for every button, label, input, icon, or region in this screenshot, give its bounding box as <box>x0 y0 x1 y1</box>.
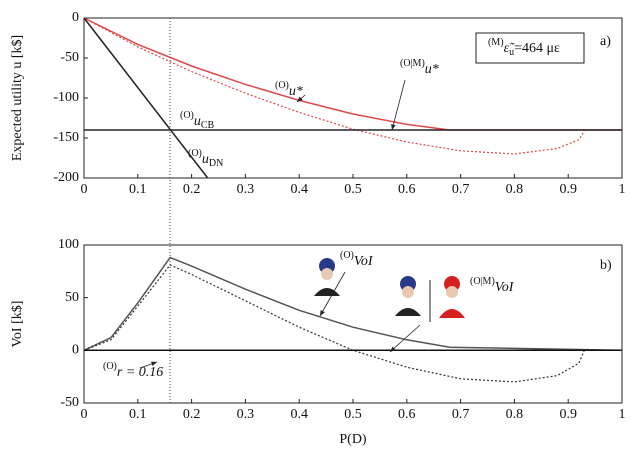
x-tick-label: 0.5 <box>344 407 362 422</box>
x-tick-label: 0 <box>81 407 88 422</box>
x-axis-label: P(D) <box>339 432 367 447</box>
y-axis-label: VoI [k$] <box>10 301 25 348</box>
annotation-subscript: CB <box>201 120 215 131</box>
annotation-prefix: (O) <box>180 110 194 121</box>
y-axis-label: Expected utility u [k$] <box>10 35 25 161</box>
x-tick-label: 0.6 <box>398 407 416 422</box>
x-tick-label: 0.1 <box>129 407 147 422</box>
x-tick-label: 0.1 <box>129 182 147 197</box>
y-tick-label: -150 <box>53 130 79 145</box>
x-tick-label: 0.2 <box>183 407 201 422</box>
face <box>402 286 414 298</box>
annotation: (O)uCB <box>180 110 215 131</box>
annotation-text: u <box>202 152 209 167</box>
x-tick-label: 0.3 <box>237 182 255 197</box>
y-tick-label: 0 <box>72 343 79 358</box>
face <box>321 268 333 280</box>
x-tick-label: 0 <box>81 182 88 197</box>
annotation-text: r = 0.16 <box>117 365 163 380</box>
x-tick-label: 0.4 <box>290 407 308 422</box>
chart: 00.10.20.30.40.50.60.70.80.910-50-100-15… <box>0 0 635 460</box>
annotation: (O|M)VoI <box>470 276 515 295</box>
x-tick-label: 0.7 <box>452 407 470 422</box>
annotation-prefix: (O) <box>103 361 117 372</box>
body <box>395 308 421 316</box>
x-tick-label: 0.8 <box>506 182 524 197</box>
arrow-head <box>320 310 325 316</box>
panel-label: b) <box>600 258 612 273</box>
people-icons <box>314 258 465 322</box>
annotation-prefix: (O) <box>340 250 354 261</box>
x-tick-label: 1 <box>619 182 626 197</box>
annotation: (O)u* <box>275 80 303 99</box>
x-tick-label: 0.6 <box>398 182 416 197</box>
y-tick-label: -50 <box>60 395 79 410</box>
x-tick-label: 0.2 <box>183 182 201 197</box>
x-tick-label: 1 <box>619 407 626 422</box>
arrow-head <box>391 124 396 130</box>
annotation-prefix: (O|M) <box>400 58 425 69</box>
page: {"chart_data": [ {"type": "line", "ylabe… <box>0 0 635 460</box>
series-line <box>84 258 622 351</box>
annotation-text: u <box>194 114 201 129</box>
annotation-prefix: (O) <box>188 148 202 159</box>
x-tick-label: 0.8 <box>506 407 524 422</box>
annotation: (O)uDN <box>188 148 223 169</box>
x-tick-label: 0.3 <box>237 407 255 422</box>
x-tick-label: 0.9 <box>559 182 577 197</box>
arrow <box>390 325 420 352</box>
annotation-prefix: (M) <box>488 37 504 48</box>
y-tick-label: -200 <box>53 170 79 185</box>
annotation-prefix: (O) <box>275 80 289 91</box>
y-tick-label: -100 <box>53 90 79 105</box>
annotation-text: VoI <box>354 254 374 269</box>
y-tick-label: 50 <box>65 290 79 305</box>
x-tick-label: 0.4 <box>290 182 308 197</box>
x-tick-label: 0.5 <box>344 182 362 197</box>
annotation-text: VoI <box>495 280 515 295</box>
panel-label: a) <box>600 34 611 49</box>
annotation-subscript: DN <box>209 158 223 169</box>
annotation-suffix: =464 με <box>514 41 560 56</box>
face <box>446 286 458 298</box>
annotation-prefix: (O|M) <box>470 276 495 287</box>
body <box>439 309 465 318</box>
x-tick-label: 0.9 <box>559 407 577 422</box>
x-tick-label: 0.7 <box>452 182 470 197</box>
annotation-text: u* <box>289 84 303 99</box>
annotation-text: u* <box>425 62 439 77</box>
y-tick-label: -50 <box>60 50 79 65</box>
annotation: (O)VoI <box>340 250 374 269</box>
annotation: (O|M)u* <box>400 58 439 77</box>
y-tick-label: 100 <box>58 237 79 252</box>
y-tick-label: 0 <box>72 10 79 25</box>
body <box>314 288 340 296</box>
